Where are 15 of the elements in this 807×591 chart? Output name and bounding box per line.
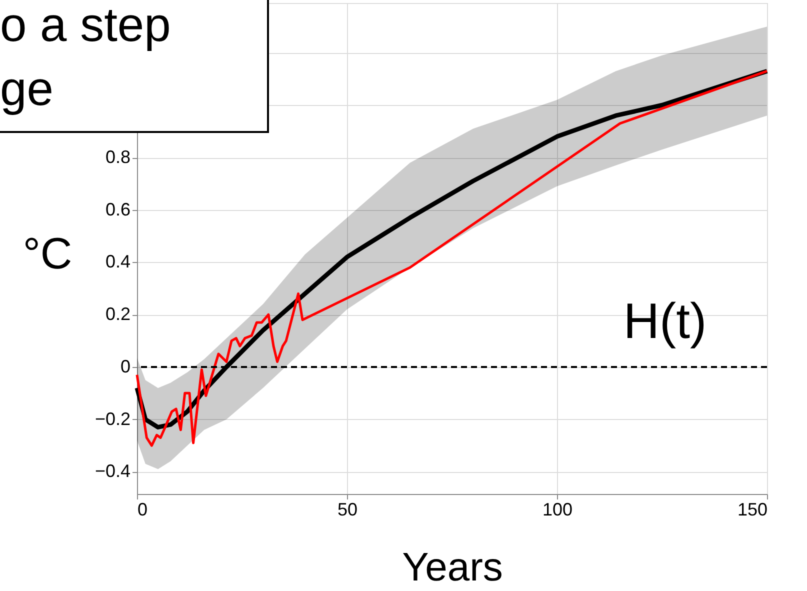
y-tick-label: −0.2: [94, 408, 130, 429]
y-tick-label: 0.8: [105, 147, 130, 167]
annotation: H(t): [623, 293, 707, 349]
y-tick-label: −0.4: [94, 461, 130, 482]
x-axis-title: Years: [402, 546, 503, 590]
x-tick-label: 100: [542, 500, 573, 520]
y-tick-label: 0.6: [105, 199, 130, 220]
x-tick-label: 50: [337, 500, 358, 520]
y-tick-label: 0.2: [105, 304, 130, 324]
y-tick-label: 0.4: [105, 252, 130, 272]
y-axis-title: °C: [22, 230, 72, 278]
x-tick-label: 150: [737, 500, 768, 520]
y-tick-label: 0: [120, 356, 130, 376]
x-tick-label: 0: [138, 500, 148, 520]
annotation: o a step ge: [0, 0, 171, 116]
